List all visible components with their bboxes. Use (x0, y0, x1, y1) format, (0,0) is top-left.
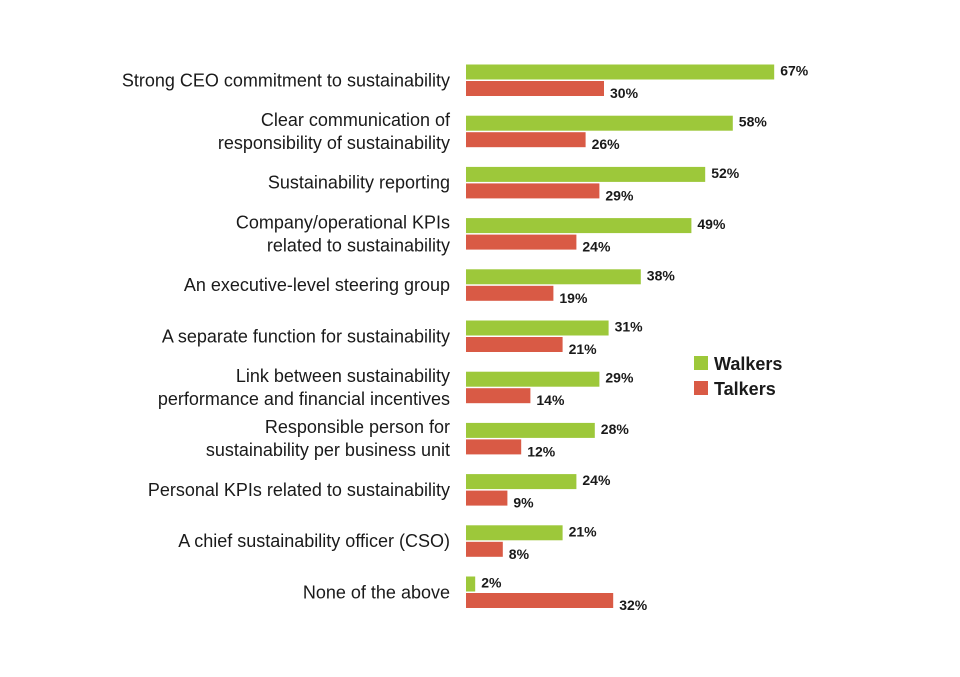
legend: Walkers Talkers (694, 354, 782, 399)
bar-talkers (466, 285, 554, 301)
value-label-talkers: 26% (592, 136, 621, 152)
value-label-walkers: 21% (569, 523, 598, 539)
bar-walkers (466, 576, 476, 592)
value-label-walkers: 29% (605, 370, 634, 386)
value-label-walkers: 49% (697, 216, 726, 232)
category-label: Personal KPIs related to sustainability (148, 480, 450, 500)
category-label: related to sustainability (267, 235, 450, 255)
value-label-talkers: 30% (610, 85, 639, 101)
category-label: Sustainability reporting (268, 173, 450, 193)
bar-walkers (466, 422, 595, 438)
bar-walkers (466, 525, 563, 541)
value-label-talkers: 21% (569, 341, 598, 357)
bar-talkers (466, 388, 531, 404)
bar-talkers (466, 183, 600, 199)
bars (466, 64, 775, 608)
value-label-talkers: 8% (509, 546, 530, 562)
value-label-walkers: 28% (601, 421, 630, 437)
value-label-talkers: 9% (513, 495, 534, 511)
value-label-talkers: 12% (527, 443, 556, 459)
bar-talkers (466, 132, 586, 148)
bar-walkers (466, 269, 641, 285)
category-label: None of the above (303, 582, 450, 602)
bar-talkers (466, 490, 508, 506)
bar-talkers (466, 541, 503, 557)
bar-talkers (466, 593, 614, 608)
value-label-talkers: 14% (536, 392, 565, 408)
value-label-walkers: 52% (711, 165, 740, 181)
value-label-talkers: 29% (605, 187, 634, 203)
bar-walkers (466, 371, 600, 387)
category-labels: Strong CEO commitment to sustainability C… (122, 70, 451, 602)
value-label-walkers: 2% (481, 575, 502, 591)
value-label-talkers: 32% (619, 597, 648, 613)
bar-walkers (466, 320, 609, 336)
category-label: responsibility of sustainability (218, 133, 450, 153)
legend-label-walkers: Walkers (714, 354, 782, 374)
category-label: A separate function for sustainability (162, 326, 450, 346)
value-labels: 67% 30% 58% 26% 52% 29% 49% 24% 38% 19% 31% 21% 29% 1… (481, 63, 809, 614)
bar-talkers (466, 81, 604, 96)
bar-walkers (466, 64, 775, 80)
bar-walkers (466, 218, 692, 234)
value-label-walkers: 58% (739, 114, 768, 130)
value-label-walkers: 31% (615, 319, 644, 335)
category-label: sustainability per business unit (206, 440, 450, 460)
value-label-talkers: 24% (582, 239, 611, 255)
category-label: A chief sustainability officer (CSO) (178, 531, 450, 551)
category-label: performance and financial incentives (158, 389, 450, 409)
bar-talkers (466, 337, 563, 352)
category-label: An executive-level steering group (184, 275, 450, 295)
legend-label-talkers: Talkers (714, 379, 776, 399)
value-label-walkers: 38% (647, 267, 676, 283)
bar-walkers (466, 166, 706, 182)
category-label: Responsible person for (265, 417, 450, 437)
legend-swatch-talkers (694, 381, 708, 395)
value-label-walkers: 24% (582, 472, 611, 488)
value-label-walkers: 67% (780, 63, 809, 79)
category-label: Company/operational KPIs (236, 212, 450, 232)
category-label: Clear communication of (261, 110, 451, 130)
bar-walkers (466, 474, 577, 490)
legend-swatch-walkers (694, 356, 708, 370)
value-label-talkers: 19% (559, 290, 588, 306)
bar-walkers (466, 115, 733, 131)
category-label: Link between sustainability (236, 366, 450, 386)
bar-talkers (466, 439, 522, 455)
category-label: Strong CEO commitment to sustainability (122, 70, 450, 90)
bar-talkers (466, 234, 577, 250)
